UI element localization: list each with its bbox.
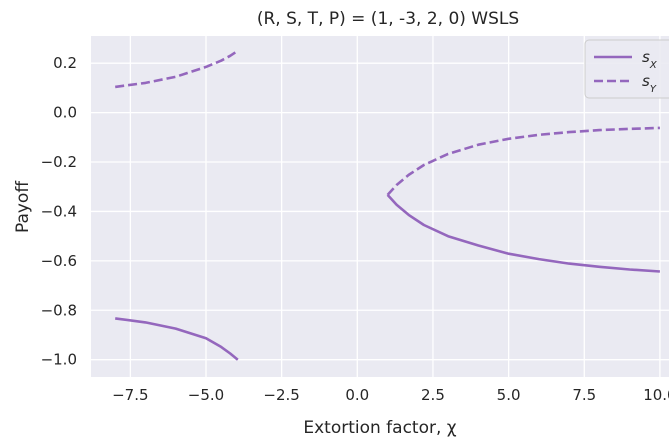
x-tick-label: 5.0	[497, 386, 521, 404]
y-tick-label: −0.6	[41, 252, 77, 270]
y-tick-label: 0.0	[53, 104, 77, 122]
y-tick-label: −0.2	[41, 153, 77, 171]
y-tick-label: −1.0	[41, 351, 77, 369]
plot-background	[91, 36, 669, 377]
x-axis-label: Extortion factor, χ	[303, 418, 456, 438]
y-tick-label: −0.8	[41, 301, 77, 319]
x-tick-label: −5.0	[188, 386, 224, 404]
chart-title: (R, S, T, P) = (1, -3, 2, 0) WSLS	[257, 9, 519, 29]
x-tick-label: 2.5	[421, 386, 445, 404]
x-tick-label: 0.0	[345, 386, 369, 404]
x-tick-label: −7.5	[112, 386, 148, 404]
y-tick-label: −0.4	[41, 202, 77, 220]
y-axis-label: Payoff	[13, 180, 33, 233]
x-tick-label: 7.5	[572, 386, 596, 404]
x-tick-labels: −7.5 −5.0 −2.5 0.0 2.5 5.0 7.5 10.0	[112, 386, 669, 404]
y-tick-label: 0.2	[53, 54, 77, 72]
y-tick-labels: 0.2 0.0 −0.2 −0.4 −0.6 −0.8 −1.0	[41, 54, 77, 369]
x-tick-label: −2.5	[263, 386, 299, 404]
x-tick-label: 10.0	[643, 386, 669, 404]
